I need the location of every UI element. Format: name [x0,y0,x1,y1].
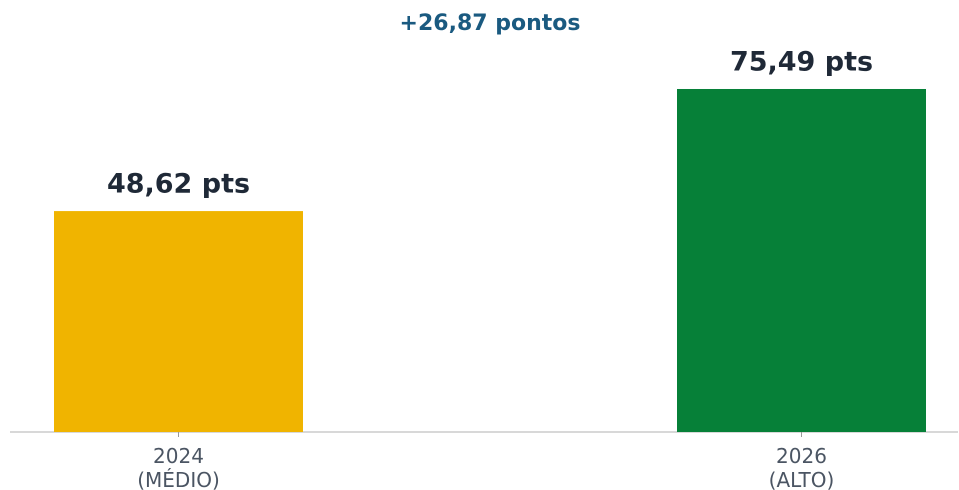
annotation: +26,87 pontos [400,11,581,36]
x-tick-label: 2026 (ALTO) [768,444,835,490]
bar [54,211,303,432]
x-tick-label: 2024 (MÉDIO) [137,444,220,490]
value-label: 48,62 pts [107,169,250,200]
value-label: 75,49 pts [730,46,873,77]
bar [677,88,926,432]
